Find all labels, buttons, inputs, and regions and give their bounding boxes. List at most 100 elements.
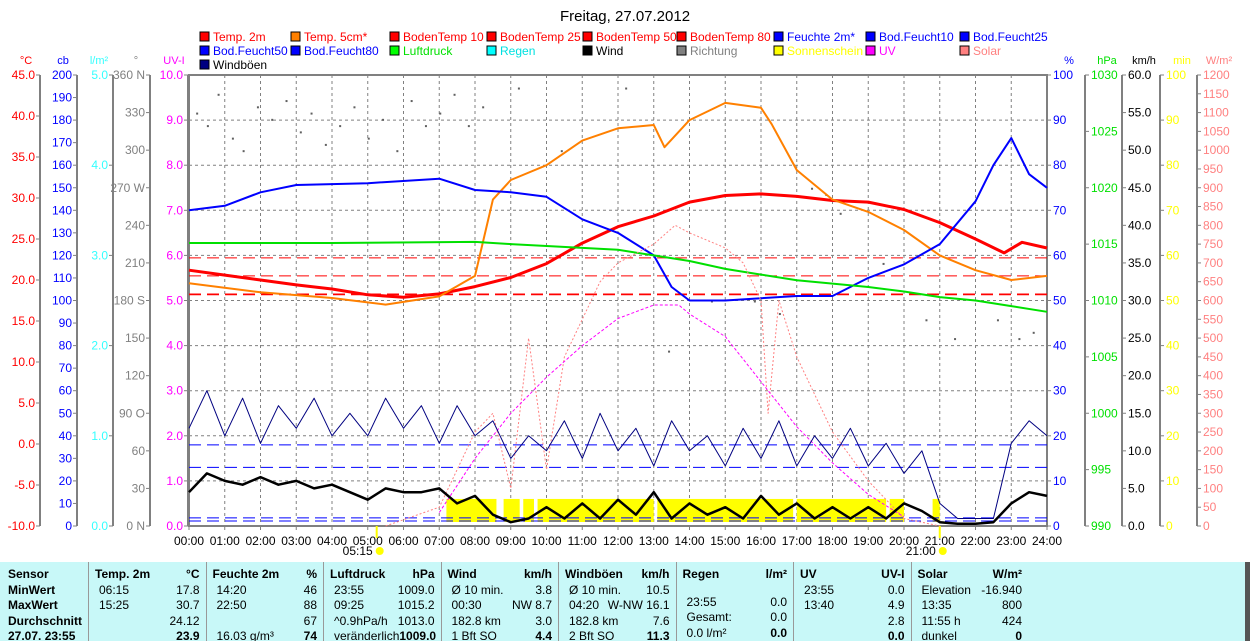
legend-label: Wind bbox=[596, 44, 623, 58]
legend-label: Bod.Feucht50 bbox=[213, 44, 288, 58]
direction-dot bbox=[231, 137, 234, 140]
axis-tick-label: 170 bbox=[52, 136, 72, 150]
series-luftdruck bbox=[189, 240, 1048, 313]
stat-unit: km/h bbox=[641, 567, 670, 581]
axis-tick-label: 950 bbox=[1203, 162, 1223, 176]
stat-label: 13:40 bbox=[804, 598, 835, 612]
x-tick-label: 03:00 bbox=[281, 534, 311, 548]
x-tick-label: 08:00 bbox=[460, 534, 490, 548]
axis-tick-label: 2.0 bbox=[166, 429, 183, 443]
stat-label: 04:20 bbox=[569, 598, 600, 612]
axis-tick-label: 40.0 bbox=[1128, 218, 1152, 232]
stat-label: 11:55 h bbox=[921, 613, 961, 628]
direction-dot bbox=[242, 150, 245, 153]
stat-value: 1009.0 bbox=[399, 629, 437, 641]
window-edge bbox=[1245, 562, 1250, 641]
axis-tick-label: 60 bbox=[59, 384, 73, 398]
axis-tick-label: 1020 bbox=[1091, 181, 1118, 195]
direction-dot bbox=[439, 112, 442, 115]
statistics-table: Sensor MinWert MaxWert Durchschnitt 27.07. 2… bbox=[0, 562, 1245, 641]
axis-tick-label: 90 bbox=[59, 316, 73, 330]
axis-tick-label: 45.0 bbox=[12, 68, 36, 82]
x-tick-label: 11:00 bbox=[568, 534, 597, 548]
axis-unit-rain: l/m² bbox=[90, 55, 109, 67]
x-tick-label: 22:00 bbox=[960, 534, 990, 548]
sunshine-bar bbox=[657, 498, 794, 522]
axis-tick-label: 700 bbox=[1203, 256, 1223, 270]
stat-row: veränderlich 1009.0 bbox=[330, 629, 437, 641]
axis-tick-label: 40.0 bbox=[12, 109, 36, 123]
axis-tick-label: 60 bbox=[1166, 248, 1180, 262]
legend-swatch bbox=[199, 45, 210, 56]
axis-tick-label: 360 N bbox=[113, 68, 145, 82]
axis-tick-label: -10.0 bbox=[8, 519, 36, 533]
legend-label: Windböen bbox=[213, 58, 267, 72]
axis-tick-label: 30.0 bbox=[1128, 294, 1152, 308]
direction-dot bbox=[206, 125, 209, 128]
sunrise-marker bbox=[375, 526, 378, 538]
stat-group: Temp. 2m °C 06:15 17.8 15:25 30.7 24.12 23.9 bbox=[88, 562, 206, 641]
stat-group: UV UV-I 23:55 0.0 13:40 4.9 2.8 0.0 bbox=[793, 562, 911, 641]
stat-group: Solar W/m² Elevation -16.940 13:35 800 11:55 h… bbox=[910, 562, 1029, 641]
sensor-label: MaxWert bbox=[8, 598, 58, 612]
axis-tick-label: 20.0 bbox=[1128, 369, 1152, 383]
axis-tick-label: 1200 bbox=[1203, 68, 1230, 82]
x-tick-label: 18:00 bbox=[817, 534, 847, 548]
axis-tick-label: 35.0 bbox=[1128, 256, 1152, 270]
axis-tick-label: 1025 bbox=[1091, 124, 1118, 138]
axis-tick-label: 450 bbox=[1203, 350, 1223, 364]
stat-row: Gesamt: 0.0 bbox=[683, 610, 788, 626]
stat-row: 09:25 1015.2 bbox=[330, 598, 435, 614]
sunset-sun-icon bbox=[938, 547, 947, 555]
legend-swatch bbox=[486, 45, 497, 56]
axis-tick-label: 3.0 bbox=[166, 384, 183, 398]
stat-row: 23.9 bbox=[95, 629, 199, 641]
direction-dot bbox=[256, 106, 259, 109]
axis-tick-label: 60 bbox=[132, 444, 146, 458]
stat-row: 182.8 km 7.6 bbox=[565, 614, 670, 630]
axis-tick-label: 70 bbox=[1166, 203, 1180, 217]
axis-tick-label: -5.0 bbox=[14, 478, 35, 492]
stat-label: 15:25 bbox=[99, 598, 130, 612]
stat-value: 800 bbox=[1001, 598, 1022, 612]
stat-header: Temp. 2m °C bbox=[95, 567, 200, 583]
axis-unit-cb: cb bbox=[57, 55, 69, 67]
axis-unit-wind: km/h bbox=[1132, 55, 1156, 67]
stat-value: W-NW 16.1 bbox=[607, 598, 670, 612]
axis-tick-label: 330 bbox=[125, 106, 145, 120]
axis-tick-label: 0 bbox=[1203, 519, 1210, 533]
legend-swatch bbox=[676, 31, 687, 42]
direction-dot bbox=[882, 262, 885, 265]
sunshine-bar bbox=[503, 498, 520, 522]
axis-tick-label: 120 bbox=[52, 248, 72, 262]
axis-tick-label: 110 bbox=[53, 271, 72, 285]
stat-label bbox=[95, 614, 99, 630]
sunset-label: 21:00 bbox=[906, 544, 936, 558]
stat-row: 11:55 h 424 bbox=[918, 614, 1023, 630]
axis-tick-label: 0 bbox=[1166, 519, 1173, 533]
direction-dot bbox=[811, 187, 814, 190]
axis-tick-label: 550 bbox=[1203, 312, 1223, 326]
stat-row: 14:20 46 bbox=[213, 583, 318, 599]
axis-tick-label: 0.0 bbox=[1128, 519, 1145, 533]
stat-row: Ø 10 min. 3.8 bbox=[448, 583, 553, 599]
axis-tick-label: 50 bbox=[1166, 294, 1180, 308]
axis-tick-label: 4.0 bbox=[91, 158, 108, 172]
direction-dot bbox=[753, 300, 756, 303]
axis-tick-label: 300 bbox=[1203, 406, 1223, 420]
direction-dot bbox=[271, 118, 274, 121]
stat-row: Ø 10 min. 10.5 bbox=[565, 583, 670, 599]
legend-label: Luftdruck bbox=[403, 44, 453, 58]
stat-value: 74 bbox=[303, 629, 317, 641]
direction-dot bbox=[778, 313, 781, 316]
axis-tick-label: 140 bbox=[52, 203, 72, 217]
x-tick-label: 00:00 bbox=[174, 534, 204, 548]
direction-dot bbox=[453, 93, 456, 96]
axis-tick-label: 0.0 bbox=[166, 519, 183, 533]
stat-label: 23:55 bbox=[686, 594, 717, 609]
legend-swatch bbox=[290, 31, 301, 42]
stat-unit: hPa bbox=[412, 567, 435, 581]
direction-dot bbox=[1032, 331, 1035, 334]
stat-value: 46 bbox=[303, 582, 317, 597]
